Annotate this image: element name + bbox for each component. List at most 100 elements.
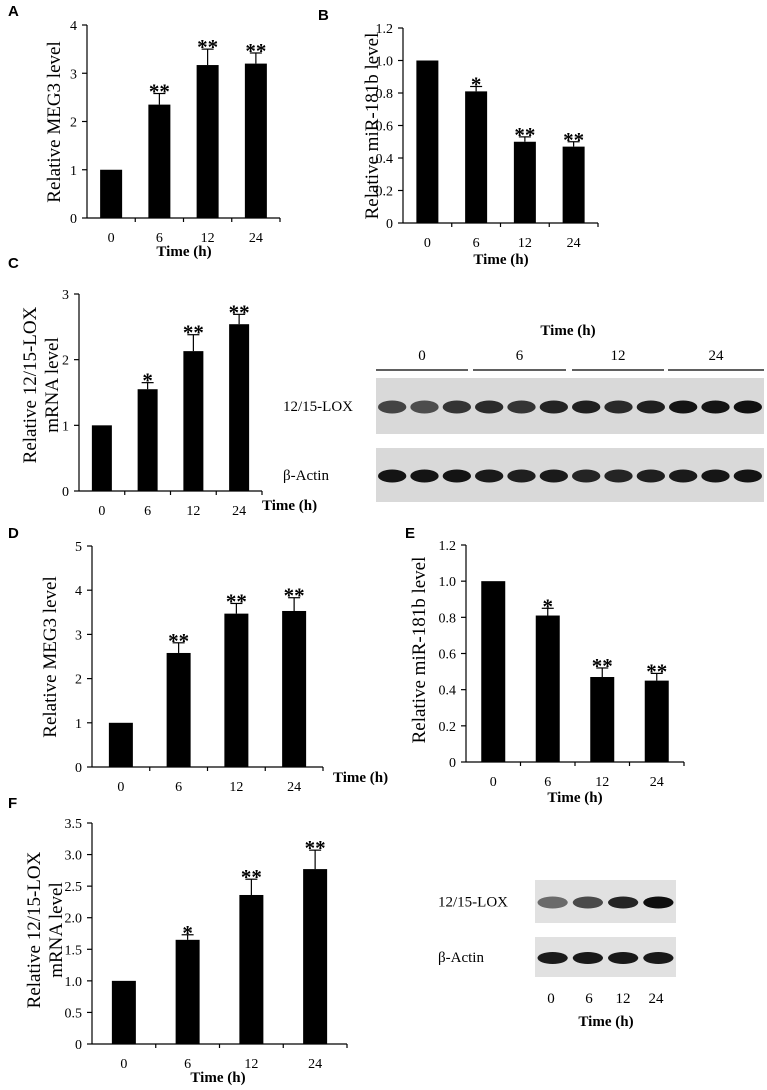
x-tick-label: 6 (184, 1057, 191, 1072)
blot-band (507, 469, 536, 483)
significance-marker: ** (168, 629, 189, 653)
significance-marker: * (142, 369, 153, 393)
blot-band (572, 896, 603, 909)
y-axis-title-line: Relative 12/15-LOX (24, 851, 45, 1008)
y-tick-label: 5 (75, 540, 82, 555)
x-tick-label: 24 (650, 775, 664, 790)
blot-band (410, 469, 439, 483)
x-tick-label: 12 (595, 775, 609, 790)
y-tick-label: 1.0 (376, 55, 394, 70)
bar-0 (108, 722, 133, 767)
y-tick-label: 3 (62, 288, 69, 303)
blot-band (608, 952, 639, 964)
bar-24 (644, 680, 669, 762)
blot-band (475, 400, 504, 414)
x-tick-label: 24 (249, 231, 263, 246)
bar-24 (244, 63, 267, 218)
y-tick-label: 1.2 (439, 539, 457, 554)
y-tick-label: 0.8 (376, 87, 394, 102)
blot-band (539, 400, 568, 414)
x-axis-title: Time (h) (262, 498, 317, 514)
chart-panel-b: B 0 0.2 0.4 0.6 0.8 1.0 1.2 0 6 * 12 ** 24 ** Time (h) R… (318, 7, 599, 268)
blot-band (643, 896, 674, 909)
x-tick-label: 0 (117, 780, 124, 795)
x-axis-title: Time (h) (547, 790, 602, 806)
significance-marker: ** (229, 300, 250, 324)
bar-12 (183, 351, 204, 491)
bar-6 (465, 91, 488, 223)
x-tick-label: 6 (156, 231, 163, 246)
y-tick-label: 1.2 (376, 22, 394, 37)
blot-row-label: β-Actin (438, 950, 484, 966)
x-axis-title: Time (h) (190, 1070, 245, 1086)
panel-letter: D (8, 525, 19, 542)
x-tick-label: 12 (201, 231, 215, 246)
panel-letter: E (405, 525, 415, 542)
blot-band (669, 469, 698, 483)
bar-12 (513, 141, 536, 223)
y-tick-label: 0.6 (376, 120, 394, 135)
blot-band (378, 469, 407, 483)
y-axis-title: Relative MEG3 level (40, 576, 61, 737)
y-axis-title: Relative 12/15-LOXmRNA level (24, 851, 67, 1008)
bar-0 (416, 60, 439, 223)
y-tick-label: 0.8 (439, 611, 457, 626)
blot-lane-label: 6 (585, 991, 593, 1007)
blot-band (572, 469, 601, 483)
blot-band (636, 469, 665, 483)
bar-6 (148, 104, 171, 218)
x-tick-label: 24 (308, 1057, 322, 1072)
y-axis-title-line: Relative 12/15-LOX (20, 306, 41, 463)
y-axis-title-line: mRNA level (42, 337, 63, 433)
blot-band (669, 400, 698, 414)
y-tick-label: 1.0 (439, 575, 457, 590)
y-tick-label: 2 (62, 354, 69, 369)
y-axis-title: Relative miR-181b level (362, 33, 383, 220)
y-tick-label: 2.0 (65, 912, 83, 927)
x-tick-label: 12 (244, 1057, 258, 1072)
bar-24 (229, 324, 250, 491)
panel-letter: F (8, 795, 17, 812)
chart-panel-e: E 0 0.2 0.4 0.6 0.8 1.0 1.2 0 6 * 12 ** 24 ** Time (h) R… (405, 525, 685, 806)
x-axis-title: Time (h) (156, 244, 211, 260)
significance-marker: ** (592, 654, 613, 678)
y-tick-label: 2 (75, 673, 82, 688)
x-tick-label: 6 (473, 236, 480, 251)
blot-row-label: β-Actin (283, 468, 329, 484)
significance-marker: ** (183, 321, 204, 345)
x-tick-label: 24 (232, 504, 246, 519)
blot-band (733, 469, 762, 483)
x-tick-label: 6 (544, 775, 551, 790)
y-tick-label: 0.4 (376, 152, 394, 167)
significance-marker: ** (305, 836, 326, 860)
y-tick-label: 1 (62, 419, 69, 434)
blot-panel-f: 12/15-LOX β-Actin 0 6 12 24 Time (h) (438, 880, 676, 1030)
bar-6 (166, 652, 191, 767)
y-tick-label: 3 (75, 628, 82, 643)
y-tick-label: 0 (70, 212, 77, 227)
y-tick-label: 1 (75, 717, 82, 732)
panel-letter: C (8, 255, 19, 272)
y-axis-title: Relative 12/15-LOXmRNA level (20, 306, 63, 463)
y-tick-label: 2 (70, 116, 77, 131)
x-tick-label: 24 (287, 780, 301, 795)
bar-0 (111, 980, 136, 1044)
y-tick-label: 0 (386, 217, 393, 232)
y-tick-label: 0 (75, 1038, 82, 1053)
blot-band (442, 469, 472, 483)
y-tick-label: 0 (75, 761, 82, 776)
y-tick-label: 1 (70, 164, 77, 179)
blot-membrane (376, 448, 764, 502)
bar-6 (175, 939, 200, 1044)
y-axis-title: Relative MEG3 level (44, 41, 65, 202)
y-tick-label: 0.2 (439, 720, 457, 735)
x-tick-label: 0 (490, 775, 497, 790)
bar-12 (239, 894, 264, 1044)
blot-lane-label: 12 (616, 991, 631, 1007)
blot-lane-label: 0 (547, 991, 555, 1007)
blot-lane-label: 24 (649, 991, 665, 1007)
blot-title: Time (h) (540, 323, 595, 339)
